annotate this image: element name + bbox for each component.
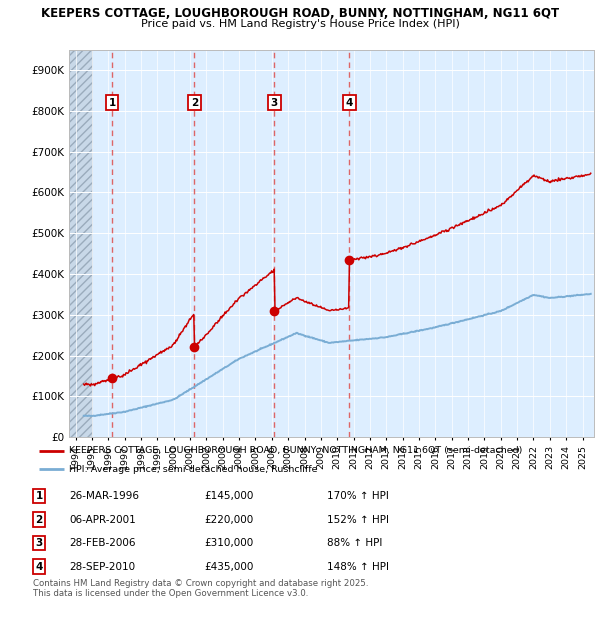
Text: HPI: Average price, semi-detached house, Rushcliffe: HPI: Average price, semi-detached house,… xyxy=(69,465,317,474)
Text: This data is licensed under the Open Government Licence v3.0.: This data is licensed under the Open Gov… xyxy=(33,588,308,598)
Text: £145,000: £145,000 xyxy=(204,491,253,501)
Text: 4: 4 xyxy=(346,97,353,108)
Text: Contains HM Land Registry data © Crown copyright and database right 2025.: Contains HM Land Registry data © Crown c… xyxy=(33,578,368,588)
Text: £435,000: £435,000 xyxy=(204,562,253,572)
Text: 26-MAR-1996: 26-MAR-1996 xyxy=(69,491,139,501)
Text: Price paid vs. HM Land Registry's House Price Index (HPI): Price paid vs. HM Land Registry's House … xyxy=(140,19,460,29)
Text: KEEPERS COTTAGE, LOUGHBOROUGH ROAD, BUNNY, NOTTINGHAM, NG11 6QT: KEEPERS COTTAGE, LOUGHBOROUGH ROAD, BUNN… xyxy=(41,7,559,20)
Text: £310,000: £310,000 xyxy=(204,538,253,548)
Text: 3: 3 xyxy=(271,97,278,108)
Text: 1: 1 xyxy=(109,97,116,108)
Text: 152% ↑ HPI: 152% ↑ HPI xyxy=(327,515,389,525)
Text: 148% ↑ HPI: 148% ↑ HPI xyxy=(327,562,389,572)
Text: 88% ↑ HPI: 88% ↑ HPI xyxy=(327,538,382,548)
Text: 2: 2 xyxy=(191,97,198,108)
Text: 2: 2 xyxy=(35,515,43,525)
Text: 4: 4 xyxy=(35,562,43,572)
Bar xyxy=(69,50,92,437)
Text: 3: 3 xyxy=(35,538,43,548)
Text: £220,000: £220,000 xyxy=(204,515,253,525)
Text: KEEPERS COTTAGE, LOUGHBOROUGH ROAD, BUNNY, NOTTINGHAM, NG11 6QT (semi-detached): KEEPERS COTTAGE, LOUGHBOROUGH ROAD, BUNN… xyxy=(69,446,523,455)
Text: 170% ↑ HPI: 170% ↑ HPI xyxy=(327,491,389,501)
Text: 28-SEP-2010: 28-SEP-2010 xyxy=(69,562,135,572)
Text: 28-FEB-2006: 28-FEB-2006 xyxy=(69,538,136,548)
Text: 1: 1 xyxy=(35,491,43,501)
Text: 06-APR-2001: 06-APR-2001 xyxy=(69,515,136,525)
